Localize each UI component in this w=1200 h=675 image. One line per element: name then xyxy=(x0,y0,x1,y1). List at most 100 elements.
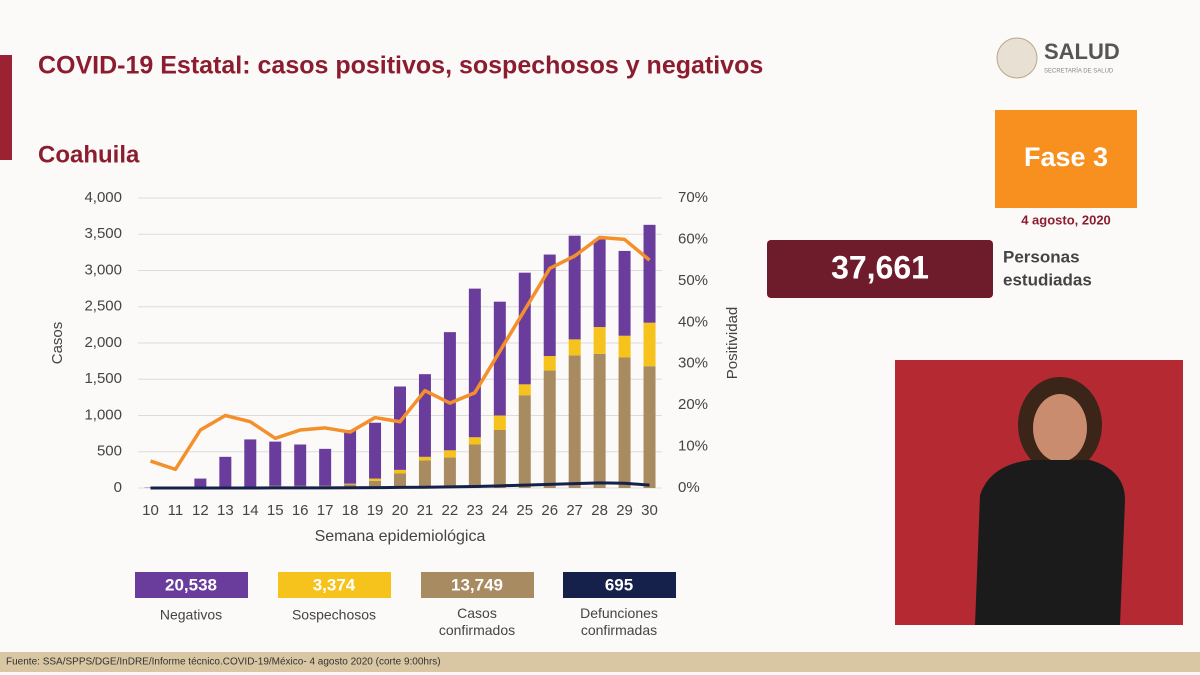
x-tick-label: 21 xyxy=(417,502,434,519)
x-tick-label: 11 xyxy=(168,502,184,519)
legend-label: Negativos xyxy=(160,607,222,623)
bar-segment xyxy=(543,356,556,371)
bar-segment xyxy=(418,460,431,488)
y-tick-label: 3,000 xyxy=(84,261,122,278)
x-tick-label: 24 xyxy=(491,502,508,519)
bar-segment xyxy=(443,450,456,458)
bar-segment xyxy=(618,357,631,488)
bar-segment xyxy=(294,444,307,486)
x-tick-label: 26 xyxy=(541,502,558,519)
x-tick-label: 13 xyxy=(217,502,234,519)
bar-segment xyxy=(468,288,481,438)
y-axis-title: Casos xyxy=(49,322,66,365)
bar-segment xyxy=(344,484,357,488)
line xyxy=(149,235,651,472)
bar-segment xyxy=(344,430,357,484)
source: Fuente: SSA/SPPS/DGE/InDRE/Informe técni… xyxy=(6,657,441,668)
bar-segment xyxy=(643,224,656,323)
bar-segment xyxy=(369,480,382,488)
bar-segment xyxy=(468,437,481,445)
y-tick-label: 2,500 xyxy=(84,298,122,315)
bar-segment xyxy=(568,235,581,340)
bar-segment xyxy=(394,469,406,474)
legend-total: 20,538 xyxy=(165,575,217,594)
bar-segment xyxy=(244,439,257,487)
bar-segment xyxy=(643,366,656,488)
y-tick-label: 3,500 xyxy=(84,225,122,242)
x-tick-label: 20 xyxy=(392,502,409,519)
x-tick-label: 25 xyxy=(516,502,533,519)
bar-segment xyxy=(493,415,506,430)
bar-segment xyxy=(443,457,456,488)
bar-segment xyxy=(493,301,506,416)
y-tick-label: 1,500 xyxy=(84,370,122,387)
bar-segment xyxy=(568,355,581,488)
bar-segment xyxy=(593,353,606,488)
x-tick-label: 15 xyxy=(267,502,284,519)
date: 4 agosto, 2020 xyxy=(1021,212,1111,227)
legend-label: Casos confirmados xyxy=(439,605,515,638)
x-tick-label: 22 xyxy=(442,502,459,519)
bar-segment xyxy=(369,478,382,481)
y2-tick-label: 30% xyxy=(678,355,708,372)
bar-segment xyxy=(543,254,556,357)
x-tick-label: 10 xyxy=(142,502,159,519)
bar-segment xyxy=(518,384,531,396)
legend-label: Sospechosos xyxy=(292,607,376,623)
brand-sub: SECRETARÍA DE SALUD xyxy=(1044,68,1114,75)
legend-total: 695 xyxy=(605,575,633,594)
bar-segment xyxy=(443,332,456,451)
phase-box xyxy=(995,110,1137,208)
x-tick-label: 29 xyxy=(616,502,633,519)
legend-box xyxy=(563,572,676,598)
x-tick-label: 17 xyxy=(317,502,334,519)
y2-tick-label: 50% xyxy=(678,272,708,289)
y2-axis-title: Positividad xyxy=(724,307,741,380)
x-tick-label: 16 xyxy=(292,502,309,519)
bar-segment xyxy=(269,441,282,486)
x-tick-label: 12 xyxy=(192,502,209,519)
bar-segment xyxy=(568,339,581,356)
line xyxy=(150,481,650,490)
y-tick-label: 2,000 xyxy=(84,334,122,351)
bar-segment xyxy=(418,374,431,457)
x-tick-label: 28 xyxy=(591,502,608,519)
bar-segment xyxy=(344,483,357,485)
x-tick-label: 27 xyxy=(566,502,583,519)
bar-segment xyxy=(518,272,531,385)
state: Coahuila xyxy=(38,141,140,168)
brand: SALUD xyxy=(1044,39,1120,64)
bar-segment xyxy=(319,448,332,486)
bar-segment xyxy=(369,422,382,479)
bar-segment xyxy=(593,239,606,328)
y-tick-label: 4,000 xyxy=(84,189,122,206)
y-tick-label: 0 xyxy=(114,479,122,496)
studied-box xyxy=(767,240,993,298)
bar-segment xyxy=(618,335,631,358)
interpreter-face xyxy=(1033,394,1087,462)
bar-segment xyxy=(418,456,431,461)
bar-segment xyxy=(468,444,481,488)
bar-segment xyxy=(618,250,631,336)
legend-label: Defunciones confirmadas xyxy=(580,605,658,638)
interpreter-body xyxy=(975,460,1125,625)
y2-tick-label: 20% xyxy=(678,396,708,413)
y-tick-label: 1,000 xyxy=(84,406,122,423)
bar-segment xyxy=(518,395,531,488)
bar-segment xyxy=(219,456,232,488)
studied-label: estudiadas xyxy=(1003,270,1092,289)
legend-total: 13,749 xyxy=(451,575,503,594)
x-tick-label: 30 xyxy=(641,502,658,519)
y2-tick-label: 40% xyxy=(678,313,708,330)
footer-bar xyxy=(0,652,1200,672)
bar-segment xyxy=(394,386,406,470)
x-tick-label: 23 xyxy=(467,502,484,519)
bar-segment xyxy=(643,322,656,367)
accent-bar xyxy=(0,55,12,160)
bar-segment xyxy=(394,473,406,488)
bar-segment xyxy=(543,370,556,488)
x-axis-title: Semana epidemiológica xyxy=(315,528,486,545)
x-tick-label: 14 xyxy=(242,502,259,519)
studied-label: Personas xyxy=(1003,247,1080,266)
title: COVID-19 Estatal: casos positivos, sospe… xyxy=(38,52,763,80)
